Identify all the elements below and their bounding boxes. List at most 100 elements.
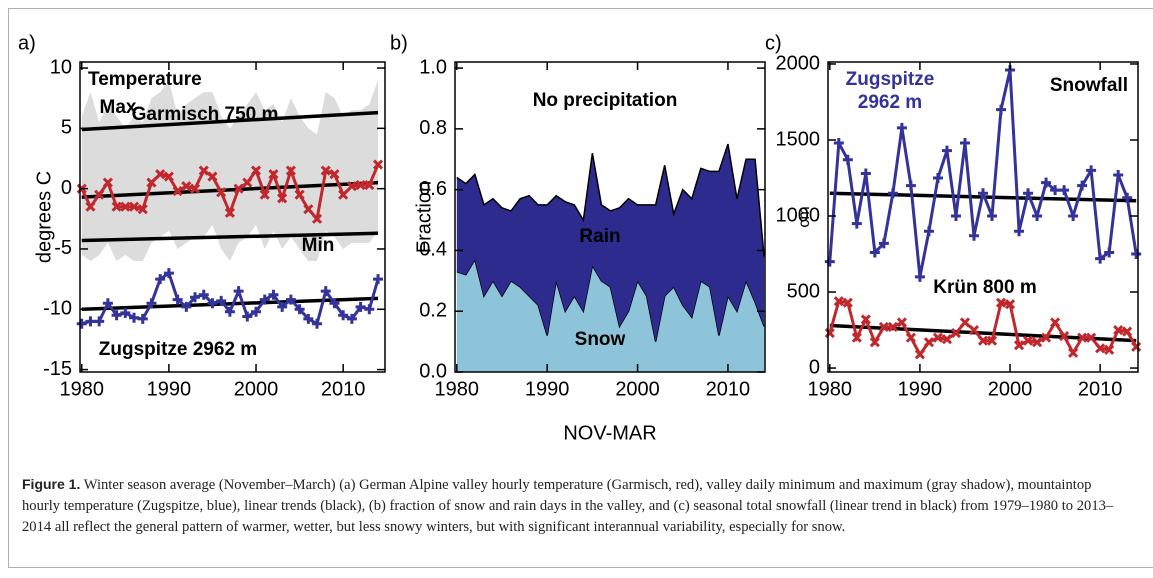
- marker: [987, 211, 998, 222]
- marker: [887, 321, 898, 333]
- marker: [303, 204, 314, 215]
- marker: [277, 301, 288, 312]
- area: [456, 259, 765, 372]
- marker: [978, 188, 988, 199]
- x-tick-label: 1990: [525, 378, 570, 400]
- y-tick-label: 0.2: [419, 299, 447, 321]
- marker: [285, 294, 296, 305]
- marker: [878, 321, 889, 333]
- marker: [932, 332, 944, 343]
- marker: [1068, 347, 1079, 358]
- marker: [94, 189, 105, 200]
- marker: [860, 168, 871, 179]
- marker: [1131, 249, 1142, 260]
- marker: [833, 296, 844, 307]
- marker: [216, 187, 227, 198]
- marker: [85, 316, 96, 327]
- series-label: Garmisch 750 m: [132, 104, 279, 125]
- x-axis-label: NOV-MAR: [563, 422, 656, 444]
- marker: [338, 189, 349, 200]
- marker: [1032, 211, 1043, 222]
- marker: [320, 286, 331, 297]
- marker: [146, 298, 157, 309]
- marker: [102, 177, 113, 188]
- y-tick-label: -10: [43, 298, 72, 320]
- marker: [1095, 253, 1106, 264]
- marker: [346, 313, 357, 324]
- plot-frame: [454, 61, 766, 373]
- marker: [294, 304, 305, 315]
- marker: [869, 337, 880, 348]
- caption-text: Winter season average (November–March) (…: [22, 477, 1114, 535]
- figure: 1980 1990 2000 2010 10 5 0 -5 -10 -15 a) degrees C T…: [18, 32, 1142, 444]
- marker: [198, 165, 209, 176]
- marker: [959, 138, 970, 149]
- marker: [1104, 247, 1115, 258]
- series-label: Krün 800 m: [933, 277, 1036, 298]
- series-label: Rain: [579, 226, 620, 247]
- series-label-text: Zugspitze 2962 m: [845, 69, 935, 113]
- marker: [1059, 331, 1070, 342]
- marker: [312, 318, 323, 329]
- marker: [941, 334, 953, 345]
- marker: [1022, 335, 1034, 346]
- x-tick-label: 2010: [706, 378, 751, 400]
- marker: [373, 274, 384, 285]
- marker: [338, 310, 349, 321]
- marker: [896, 317, 907, 328]
- marker: [851, 332, 862, 343]
- marker: [155, 274, 166, 285]
- marker: [941, 145, 952, 156]
- y-tick-label: 500: [787, 280, 820, 302]
- y-axis-label: cm: [796, 206, 813, 227]
- marker: [1032, 337, 1043, 348]
- y-tick-label: 1000: [776, 204, 821, 226]
- y-tick-label: 5: [61, 117, 72, 139]
- marker: [878, 238, 889, 249]
- marker: [137, 313, 148, 324]
- series-label: Zugspitze 2962 m: [845, 69, 935, 113]
- y-tick-label: 0: [809, 356, 820, 378]
- marker: [1086, 165, 1097, 176]
- marker: [163, 171, 174, 182]
- marker: [1077, 180, 1088, 191]
- marker: [137, 204, 148, 215]
- panel: 1980 1990 2000 2010 10 5 0 -5 -10 -15 a) degrees C T…: [18, 32, 386, 400]
- annotation: Max: [100, 97, 137, 118]
- marker: [977, 335, 989, 346]
- marker: [851, 218, 862, 229]
- annotation: No precipitation: [533, 90, 678, 111]
- marker: [259, 189, 270, 200]
- x-tick-label: 1980: [435, 378, 480, 400]
- marker: [320, 165, 331, 176]
- marker: [120, 201, 131, 212]
- marker: [860, 314, 871, 325]
- trend-line: [81, 296, 379, 312]
- y-tick-label: 0.0: [419, 360, 447, 382]
- marker: [905, 332, 916, 343]
- y-tick-label: 0.8: [419, 117, 447, 139]
- marker: [968, 230, 979, 241]
- marker: [914, 349, 925, 360]
- figure-frame: [8, 8, 1153, 568]
- marker: [129, 312, 140, 323]
- panel-label: c): [765, 32, 782, 54]
- caption-label: Figure 1.: [22, 476, 81, 492]
- y-tick-label: 1500: [776, 128, 821, 150]
- marker: [372, 159, 384, 170]
- marker: [102, 298, 113, 309]
- marker: [1095, 343, 1106, 354]
- marker: [155, 169, 166, 180]
- marker: [294, 189, 305, 200]
- x-tick-label: 1990: [147, 378, 192, 400]
- marker: [198, 289, 209, 300]
- marker: [76, 318, 87, 329]
- marker: [1050, 185, 1061, 196]
- marker: [1122, 326, 1133, 337]
- marker: [1014, 226, 1025, 237]
- marker: [1004, 299, 1016, 310]
- marker: [94, 316, 105, 327]
- panel-title: Temperature: [88, 69, 202, 90]
- marker: [968, 324, 980, 336]
- y-tick-label: 2000: [776, 52, 821, 74]
